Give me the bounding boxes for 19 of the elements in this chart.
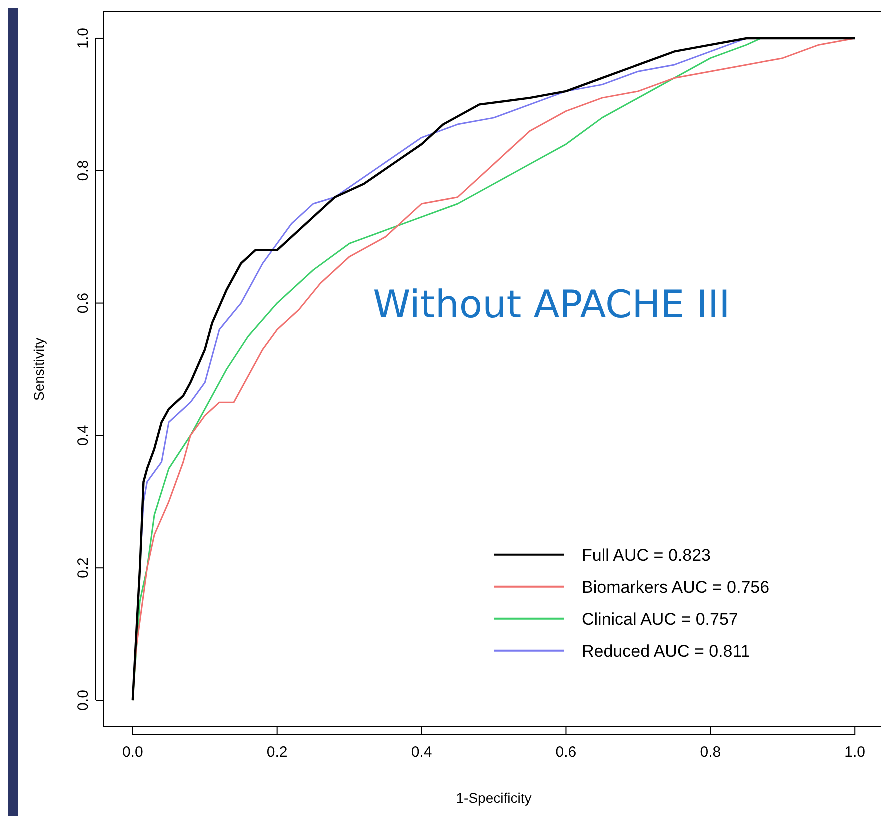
y-tick-label: 0.4: [75, 425, 92, 446]
x-axis-title: 1-Specificity: [456, 790, 532, 806]
y-tick-label: 0.0: [75, 690, 92, 711]
legend-label: Biomarkers AUC = 0.756: [582, 578, 770, 597]
legend-label: Clinical AUC = 0.757: [582, 610, 738, 629]
y-tick-label: 0.6: [75, 292, 92, 314]
legend-label: Full AUC = 0.823: [582, 546, 711, 565]
annotation: Without APACHE III: [373, 282, 730, 326]
y-tick-label: 1.0: [75, 28, 92, 49]
x-tick-label: 0.6: [556, 744, 577, 761]
y-tick-label: 0.8: [75, 160, 92, 182]
x-tick-label: 1.0: [844, 744, 866, 761]
y-tick-label: 0.2: [75, 558, 92, 579]
x-tick-label: 0.0: [122, 744, 144, 761]
x-tick-label: 0.2: [266, 744, 288, 761]
legend-label: Reduced AUC = 0.811: [582, 642, 750, 661]
x-tick-label: 0.4: [411, 744, 432, 761]
x-tick-label: 0.8: [700, 744, 722, 761]
y-axis-title: Sensitivity: [31, 338, 47, 402]
